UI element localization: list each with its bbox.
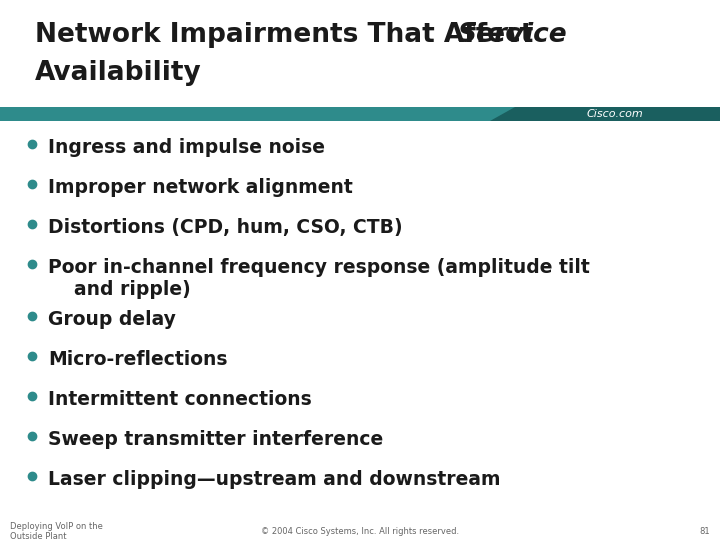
Text: Network Impairments That Affect Service: Network Impairments That Affect Service — [35, 22, 652, 48]
Text: 81: 81 — [699, 527, 710, 536]
Text: and ripple): and ripple) — [48, 280, 191, 299]
Text: Service: Service — [458, 22, 567, 48]
Text: Distortions (CPD, hum, CSO, CTB): Distortions (CPD, hum, CSO, CTB) — [48, 218, 402, 237]
Text: Deploying VoIP on the: Deploying VoIP on the — [10, 522, 103, 531]
Polygon shape — [490, 107, 720, 121]
Text: Availability: Availability — [35, 60, 202, 86]
Text: Laser clipping—upstream and downstream: Laser clipping—upstream and downstream — [48, 470, 500, 489]
Text: Group delay: Group delay — [48, 310, 176, 329]
Text: Improper network alignment: Improper network alignment — [48, 178, 353, 197]
Bar — [0, 107, 720, 121]
Text: Cisco.com: Cisco.com — [587, 109, 644, 119]
Text: © 2004 Cisco Systems, Inc. All rights reserved.: © 2004 Cisco Systems, Inc. All rights re… — [261, 527, 459, 536]
Text: Outside Plant: Outside Plant — [10, 532, 66, 540]
Text: Poor in-channel frequency response (amplitude tilt: Poor in-channel frequency response (ampl… — [48, 258, 590, 277]
Text: Network Impairments That Affect: Network Impairments That Affect — [35, 22, 542, 48]
Text: Intermittent connections: Intermittent connections — [48, 390, 312, 409]
Text: Ingress and impulse noise: Ingress and impulse noise — [48, 138, 325, 157]
Text: Micro-reflections: Micro-reflections — [48, 350, 228, 369]
Text: Sweep transmitter interference: Sweep transmitter interference — [48, 430, 383, 449]
